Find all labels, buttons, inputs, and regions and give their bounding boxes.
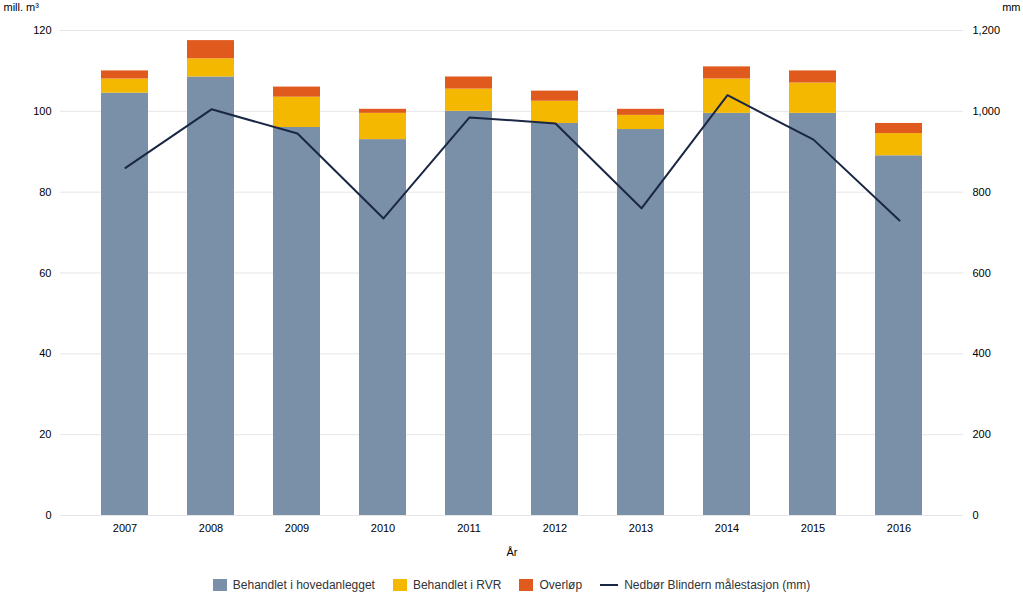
svg-text:2015: 2015 — [801, 522, 825, 534]
svg-text:0: 0 — [45, 509, 51, 521]
svg-text:2012: 2012 — [543, 522, 567, 534]
svg-text:År: År — [507, 546, 518, 558]
svg-text:20: 20 — [39, 428, 51, 440]
html-text:Behandlet i RVR: Behandlet i RVR — [412, 578, 502, 592]
svg-text:2008: 2008 — [199, 522, 223, 534]
svg-text:mm: mm — [1002, 1, 1020, 13]
svg-text:2007: 2007 — [113, 522, 137, 534]
svg-text:40: 40 — [39, 347, 51, 359]
svg-text:400: 400 — [973, 347, 991, 359]
html-text:Nedbør Blindern målestasjon (m: Nedbør Blindern målestasjon (mm) — [624, 578, 811, 592]
html-text:Behandlet i hovedanlegget: Behandlet i hovedanlegget — [232, 578, 375, 592]
svg-text:2014: 2014 — [715, 522, 739, 534]
svg-text:2013: 2013 — [629, 522, 653, 534]
svg-text:200: 200 — [973, 428, 991, 440]
svg-text:800: 800 — [973, 186, 991, 198]
svg-text:100: 100 — [33, 105, 51, 117]
svg-text:120: 120 — [33, 24, 51, 36]
svg-text:2010: 2010 — [371, 522, 395, 534]
svg-text:80: 80 — [39, 186, 51, 198]
svg-text:2011: 2011 — [457, 522, 481, 534]
svg-text:1,000: 1,000 — [973, 105, 1001, 117]
svg-text:60: 60 — [39, 267, 51, 279]
svg-text:600: 600 — [973, 267, 991, 279]
svg-text:mill. m³: mill. m³ — [4, 1, 40, 13]
svg-text:0: 0 — [973, 509, 979, 521]
svg-text:1,200: 1,200 — [973, 24, 1001, 36]
html-text:Overløp: Overløp — [539, 578, 583, 592]
svg-text:2016: 2016 — [887, 522, 911, 534]
svg-text:2009: 2009 — [285, 522, 309, 534]
